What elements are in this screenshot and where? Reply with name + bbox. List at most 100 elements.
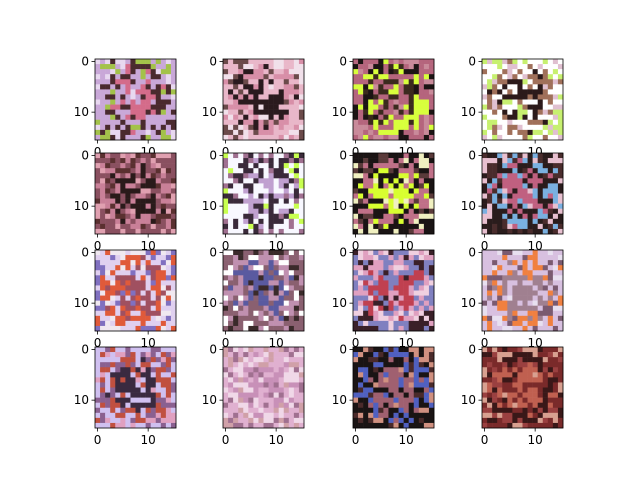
image-pixel <box>145 260 151 266</box>
image-pixel <box>293 320 300 327</box>
image-pixel <box>413 153 420 159</box>
image-pixel <box>403 109 409 115</box>
image-pixel <box>383 255 389 261</box>
image-pixel <box>368 402 374 409</box>
image-pixel <box>492 129 498 136</box>
image-pixel <box>363 64 369 70</box>
image-pixel <box>268 168 274 174</box>
image-pixel <box>268 69 274 75</box>
image-pixel <box>273 163 279 169</box>
image-pixel <box>398 104 404 110</box>
image-pixel <box>517 168 523 174</box>
image-pixel <box>532 250 538 256</box>
image-pixel <box>502 310 508 317</box>
image-pixel <box>120 315 126 322</box>
image-pixel <box>557 397 564 403</box>
image-pixel <box>95 228 101 235</box>
image-pixel <box>170 89 177 95</box>
image-pixel <box>388 275 394 281</box>
image-pixel <box>165 315 172 322</box>
image-pixel <box>105 255 111 261</box>
image-pixel <box>263 168 269 174</box>
image-pixel <box>487 59 493 65</box>
image-pixel <box>160 280 167 286</box>
y-tick-label: 10 <box>332 199 347 213</box>
image-pixel <box>393 352 399 358</box>
image-pixel <box>165 305 172 312</box>
image-pixel <box>125 300 131 306</box>
image-pixel <box>358 69 364 75</box>
image-pixel <box>368 74 374 80</box>
x-tick-label: 0 <box>352 336 360 350</box>
image-pixel <box>135 260 141 266</box>
image-pixel <box>383 153 389 159</box>
image-pixel <box>378 250 384 256</box>
image-pixel <box>273 198 279 204</box>
image-pixel <box>150 59 157 65</box>
image-pixel <box>353 305 359 312</box>
image-pixel <box>497 99 503 105</box>
image-pixel <box>403 178 409 184</box>
image-pixel <box>233 94 239 100</box>
image-pixel <box>233 397 239 403</box>
image-pixel <box>522 422 528 429</box>
image-pixel <box>268 315 274 322</box>
image-pixel <box>170 119 177 126</box>
image-pixel <box>273 377 279 383</box>
image-pixel <box>532 213 538 220</box>
image-pixel <box>293 104 300 110</box>
image-pixel <box>418 270 425 276</box>
image-pixel <box>150 114 157 121</box>
image-pixel <box>165 352 172 358</box>
image-pixel <box>378 320 384 327</box>
image-pixel <box>487 265 493 271</box>
image-pixel <box>268 285 274 291</box>
image-pixel <box>258 64 264 70</box>
image-pixel <box>223 382 229 388</box>
image-pixel <box>393 163 399 169</box>
image-pixel <box>482 163 488 169</box>
image-pixel <box>522 218 528 225</box>
image-pixel <box>403 255 409 261</box>
image-pixel <box>268 250 274 256</box>
image-pixel <box>228 158 234 164</box>
image-pixel <box>243 382 249 388</box>
image-pixel <box>428 109 435 115</box>
image-pixel <box>358 387 364 393</box>
image-pixel <box>115 114 121 121</box>
image-pixel <box>160 89 167 95</box>
image-pixel <box>105 305 111 312</box>
image-pixel <box>238 315 244 322</box>
image-pixel <box>423 352 430 358</box>
image-pixel <box>125 178 131 184</box>
image-pixel <box>258 119 264 126</box>
image-pixel <box>423 270 430 276</box>
image-pixel <box>288 94 295 100</box>
image-pixel <box>170 178 177 184</box>
image-pixel <box>403 104 409 110</box>
image-pixel <box>238 250 244 256</box>
image-pixel <box>428 99 435 105</box>
image-pixel <box>413 173 420 179</box>
image-pixel <box>253 193 259 199</box>
image-pixel <box>258 173 264 179</box>
image-pixel <box>288 362 295 368</box>
x-tick-label: 10 <box>399 239 414 253</box>
image-pixel <box>532 270 538 276</box>
image-pixel <box>542 193 549 199</box>
image-pixel <box>527 64 533 70</box>
image-pixel <box>547 280 554 286</box>
image-pixel <box>105 320 111 327</box>
image-pixel <box>298 402 305 409</box>
image-pixel <box>542 74 549 80</box>
image-pixel <box>418 163 425 169</box>
image-pixel <box>233 352 239 358</box>
image-pixel <box>423 295 430 301</box>
image-pixel <box>378 367 384 373</box>
image-pixel <box>492 89 498 95</box>
image-pixel <box>298 255 305 261</box>
image-pixel <box>150 255 157 261</box>
image-pixel <box>238 387 244 393</box>
image-pixel <box>522 193 528 199</box>
image-pixel <box>155 218 162 225</box>
